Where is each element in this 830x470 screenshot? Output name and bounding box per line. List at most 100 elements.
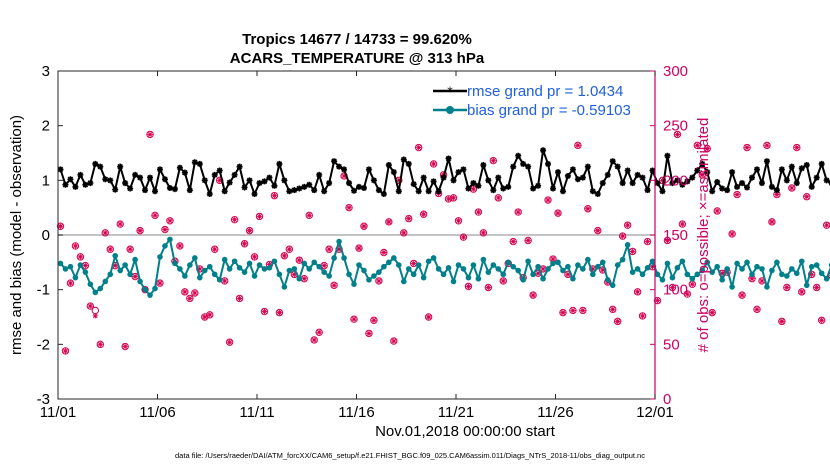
rmse-point: [535, 182, 542, 189]
obs-assimilated-point: [664, 237, 671, 244]
obs-assimilated-point: [256, 213, 263, 220]
bias-point: [281, 284, 288, 290]
y-tick-label-right: 250: [663, 118, 688, 135]
rmse-point: [574, 176, 581, 183]
bias-point: [614, 262, 621, 268]
rmse-point: [276, 160, 283, 167]
bias-point: [754, 263, 760, 270]
obs-assimilated-point: [421, 211, 427, 217]
obs-assimilated-point: [197, 266, 203, 272]
rmse-point: [753, 166, 760, 173]
obs-possible-point: [479, 229, 488, 237]
obs-assimilated-point: [77, 254, 83, 260]
obs-assimilated-point: [754, 306, 760, 312]
rmse-point: [281, 177, 288, 184]
bias-point: [236, 265, 243, 271]
obs-possible-point: [360, 222, 368, 230]
bias-point: [341, 255, 347, 261]
obs-possible-point: [464, 282, 473, 291]
rmse-point: [778, 166, 785, 173]
obs-assimilated-point: [72, 243, 79, 249]
bias-point: [629, 269, 636, 275]
bias-point: [515, 267, 521, 274]
obs-assimilated-point: [217, 177, 223, 183]
rmse-point: [211, 171, 218, 178]
bias-point: [555, 259, 561, 266]
x-axis-label: Nov.01,2018 00:00:00 start: [375, 423, 556, 440]
y-tick-label-right: 200: [663, 172, 688, 189]
obs-possible-point: [733, 190, 741, 199]
bias-point: [604, 277, 611, 283]
obs-assimilated-point: [336, 246, 342, 252]
obs-possible-point: [76, 253, 85, 261]
x-tick-label: 11/26: [537, 404, 573, 421]
obs-possible-point: [405, 214, 413, 223]
rmse-point: [147, 174, 154, 181]
bias-point: [505, 259, 512, 266]
bias-point: [739, 266, 745, 272]
bias-point: [808, 263, 815, 270]
obs-assimilated-point: [162, 226, 168, 233]
obs-possible-point: [673, 130, 682, 139]
obs-assimilated-point: [207, 312, 213, 318]
rmse-point: [654, 180, 661, 187]
obs-possible-point: [305, 211, 313, 220]
obs-possible-point: [668, 283, 677, 292]
bias-point: [684, 271, 691, 278]
obs-possible-point: [778, 317, 786, 326]
bias-point: [376, 269, 382, 275]
obs-assimilated-point: [764, 142, 770, 148]
obs-assimilated-point: [610, 306, 616, 312]
rmse-point: [201, 177, 208, 184]
bias-point: [445, 265, 452, 271]
obs-assimilated-point: [465, 283, 472, 289]
bias-series-line: [59, 238, 830, 297]
rmse-point: [788, 163, 795, 170]
bias-point: [286, 267, 293, 274]
bias-point: [510, 263, 517, 270]
rmse-point: [719, 185, 726, 192]
y-axis-label-left: rmse and bias (model - observation): [8, 115, 25, 355]
bias-point: [495, 266, 502, 272]
bias-point: [465, 274, 472, 281]
obs-assimilated-point: [510, 238, 516, 245]
bias-point: [619, 256, 626, 263]
obs-possible-point: [703, 144, 711, 153]
bias-point: [196, 274, 203, 281]
bias-point: [72, 274, 79, 281]
obs-assimilated-point: [187, 295, 193, 302]
bias-point: [336, 238, 342, 245]
obs-assimilated-point: [132, 273, 138, 280]
obs-assimilated-point: [107, 246, 113, 252]
y-tick-label-left: 1: [42, 172, 50, 189]
obs-possible-point: [310, 336, 318, 344]
obs-possible-point: [633, 288, 642, 296]
rmse-point: [564, 172, 571, 179]
rmse-point: [400, 156, 407, 163]
obs-assimilated-point: [634, 289, 641, 295]
obs-possible-point: [449, 194, 458, 202]
obs-possible-point: [499, 277, 507, 285]
y-tick-label-left: 0: [42, 227, 50, 244]
rmse-point: [395, 188, 402, 195]
obs-possible-point: [569, 306, 577, 315]
rmse-point: [142, 187, 149, 194]
obs-assimilated-point: [177, 243, 183, 249]
rmse-point: [490, 187, 497, 194]
obs-assimilated-point: [774, 191, 780, 198]
obs-possible-point: [693, 141, 701, 150]
rmse-point: [380, 191, 387, 197]
bias-point: [97, 285, 104, 292]
bias-point: [381, 263, 387, 270]
obs-possible-point: [609, 305, 617, 314]
bias-point: [714, 263, 720, 270]
obs-possible-point: [579, 306, 587, 315]
chart-title-line1: Tropics 14677 / 14733 = 99.620%: [242, 31, 472, 48]
bias-point: [221, 256, 228, 263]
obs-possible-point: [126, 245, 134, 253]
obs-assimilated-point: [799, 289, 805, 295]
obs-assimilated-point: [580, 307, 586, 314]
obs-assimilated-point: [286, 246, 292, 252]
bias-point: [599, 259, 606, 266]
rmse-point: [97, 163, 104, 170]
